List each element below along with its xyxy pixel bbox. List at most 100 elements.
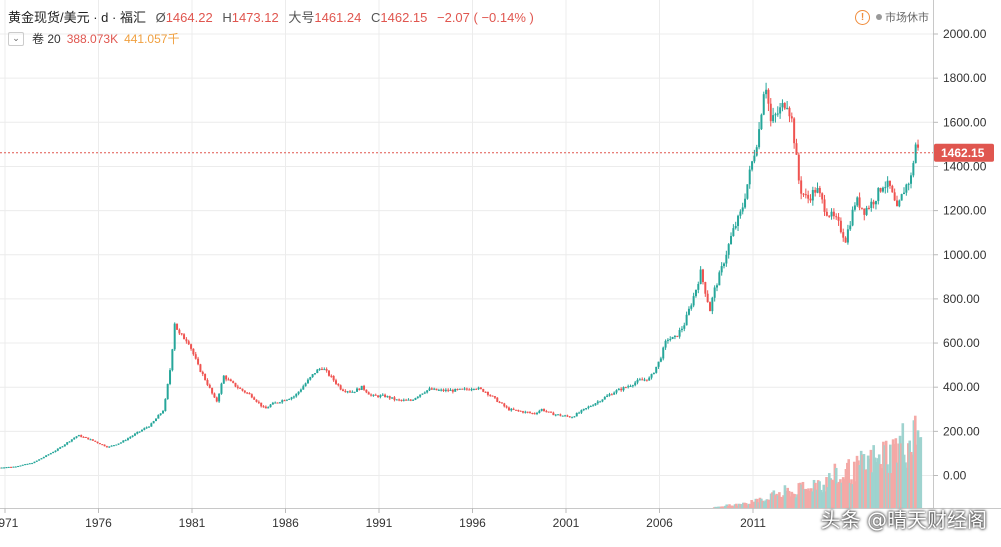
candle-body <box>762 94 765 115</box>
candle-body <box>795 143 798 155</box>
candle-body <box>316 369 319 374</box>
candle-body <box>423 392 426 394</box>
market-status[interactable]: ! 市场休市 <box>855 9 929 25</box>
y-tick-label: 1800.00 <box>943 71 987 85</box>
candle-body <box>290 397 293 399</box>
candle-body <box>821 193 824 200</box>
volume-bar <box>755 498 759 508</box>
symbol-name[interactable]: 黄金现货/美元 · d · 福汇 <box>8 10 146 25</box>
candle-body <box>239 387 242 389</box>
candle-body <box>180 333 183 335</box>
candle-body <box>912 163 915 176</box>
candle-body <box>255 399 258 402</box>
candle-body <box>388 396 391 399</box>
candle-body <box>484 391 487 393</box>
candle-body <box>304 383 307 387</box>
volume-bar <box>743 502 747 508</box>
candle-body <box>517 410 520 412</box>
candle-body <box>414 397 417 400</box>
volume-bar <box>839 479 842 508</box>
candle-body <box>582 408 585 411</box>
volume-bar <box>859 450 863 508</box>
candle-body <box>837 216 840 221</box>
candle-body <box>320 368 323 370</box>
close-value: 1462.15 <box>380 10 428 25</box>
volume-bar <box>818 481 821 508</box>
candle-body <box>353 391 356 393</box>
last-price-label: 1462.15 <box>941 146 985 160</box>
candle-body <box>391 397 394 399</box>
volume-bar <box>848 482 852 508</box>
volume-bar <box>737 503 741 508</box>
candle-body <box>680 328 683 330</box>
volume-bar <box>808 490 812 508</box>
volume-bar <box>776 495 780 508</box>
volume-bar <box>898 435 902 508</box>
candle-body <box>772 115 775 122</box>
candle-body <box>402 399 405 401</box>
candle-body <box>133 433 136 436</box>
collapse-chevron-icon[interactable]: ⌄ <box>8 31 24 46</box>
candle-body <box>568 416 571 418</box>
candle-body <box>793 118 796 144</box>
volume-bar <box>916 430 920 508</box>
candle-body <box>783 103 786 109</box>
candle-body <box>52 451 55 454</box>
candle-body <box>669 338 672 340</box>
candle-body <box>206 380 209 385</box>
candle-body <box>283 400 286 402</box>
candle-body <box>159 413 162 415</box>
candle-body <box>720 266 723 273</box>
candle-body <box>54 450 57 452</box>
candle-body <box>409 399 412 401</box>
volume-bar <box>913 415 917 508</box>
volume-bar <box>843 479 846 508</box>
candle-body <box>222 375 225 384</box>
candle-body <box>706 293 709 303</box>
candle-body <box>56 448 59 451</box>
volume-bar <box>887 472 891 508</box>
volume-bar <box>751 502 755 508</box>
candle-body <box>398 399 401 401</box>
candle-body <box>318 368 321 370</box>
candle-body <box>194 354 197 359</box>
candle-body <box>797 154 800 181</box>
candle-body <box>197 358 200 365</box>
candle-body <box>895 200 898 207</box>
market-status-label: 市场休市 <box>885 12 929 24</box>
candle-body <box>35 460 38 462</box>
candle-body <box>257 401 260 403</box>
candle-body <box>521 411 524 413</box>
volume-bar <box>747 503 751 508</box>
candle-body <box>519 410 522 412</box>
candle-body <box>7 466 10 468</box>
candle-body <box>753 155 756 162</box>
candle-body <box>526 411 529 413</box>
candle-body <box>176 323 179 330</box>
volume-bar <box>753 501 756 508</box>
candle-body <box>112 445 115 447</box>
volume-bar <box>908 440 912 508</box>
volume-bar <box>793 494 796 508</box>
candle-body <box>730 236 733 245</box>
warning-icon[interactable]: ! <box>855 9 870 25</box>
candle-body <box>571 417 574 419</box>
candle-body <box>765 89 768 95</box>
candle-body <box>477 387 480 390</box>
volume-bar <box>798 482 802 508</box>
candle-body <box>288 398 291 400</box>
candle-body <box>564 415 567 417</box>
candle-body <box>589 406 592 408</box>
candle-body <box>236 386 239 388</box>
candle-body <box>781 103 784 108</box>
volume-bar <box>775 493 778 508</box>
candle-body <box>900 194 903 201</box>
volume-bar <box>791 493 795 508</box>
volume-bar <box>895 462 899 508</box>
x-tick-label: 1981 <box>179 516 206 530</box>
candle-body <box>746 184 749 199</box>
candle-body <box>454 388 457 392</box>
volume-bar <box>900 443 903 508</box>
candle-body <box>49 453 52 455</box>
